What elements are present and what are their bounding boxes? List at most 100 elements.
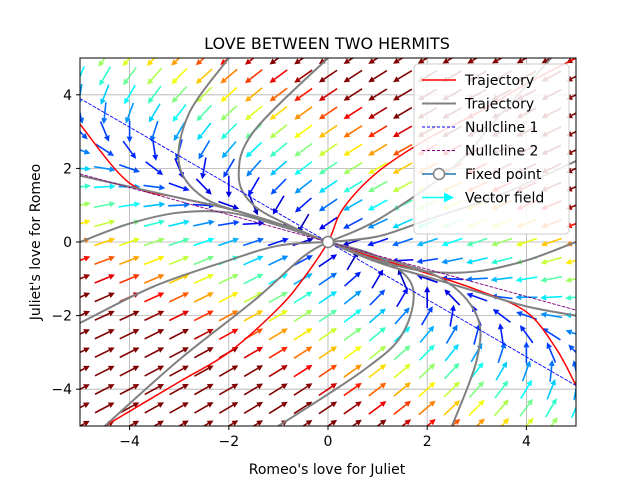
- vector-arrow: [397, 218, 413, 227]
- vector-arrowhead: [157, 274, 165, 280]
- vector-arrow: [497, 311, 511, 323]
- vector-arrowhead: [392, 168, 400, 174]
- vector-arrowhead: [206, 383, 214, 390]
- vector-arrow: [519, 403, 531, 417]
- vector-arrowhead: [157, 365, 165, 372]
- legend-marker: [432, 167, 446, 181]
- vector-arrowhead: [132, 402, 140, 408]
- vector-arrow: [202, 157, 207, 174]
- vector-arrow: [500, 328, 505, 345]
- vector-arrowhead: [429, 400, 436, 407]
- legend-label: Fixed point: [465, 167, 542, 183]
- vector-arrow: [343, 348, 358, 360]
- vector-arrowhead: [453, 418, 461, 425]
- vector-arrow: [224, 68, 238, 81]
- vector-arrowhead: [256, 365, 264, 371]
- vector-arrowhead: [103, 135, 110, 142]
- vector-arrow: [273, 124, 288, 136]
- vector-arrowhead: [232, 273, 239, 280]
- vector-arrow: [94, 404, 110, 414]
- vector-arrowhead: [428, 381, 436, 389]
- vector-arrow: [521, 58, 529, 62]
- vector-arrowhead: [130, 152, 137, 159]
- vector-arrow: [101, 58, 106, 63]
- vector-arrow: [348, 198, 363, 209]
- vector-arrow: [449, 310, 454, 327]
- vector-arrow: [397, 125, 413, 135]
- vector-arrowhead: [343, 58, 351, 65]
- vector-arrow: [293, 293, 308, 304]
- vector-arrow: [397, 70, 413, 80]
- vector-arrowhead: [551, 417, 558, 424]
- vector-arrowhead: [158, 237, 165, 244]
- vector-arrow: [293, 385, 308, 396]
- vector-arrowhead: [132, 347, 140, 353]
- vector-arrow: [94, 312, 110, 321]
- vector-arrow: [243, 312, 259, 322]
- vector-arrow: [343, 385, 358, 397]
- vector-arrowhead: [306, 255, 313, 261]
- vector-arrowhead: [244, 58, 252, 65]
- x-axis-label: Romeo's love for Juliet: [249, 462, 406, 478]
- vector-arrow: [169, 367, 184, 377]
- vector-arrow: [318, 367, 333, 378]
- vector-arrow: [102, 84, 110, 100]
- vector-arrow: [273, 69, 288, 81]
- vector-arrow: [268, 257, 284, 266]
- vector-arrowhead: [132, 365, 140, 372]
- vector-arrowhead: [330, 309, 338, 316]
- vector-arrowhead: [318, 150, 326, 157]
- vector-arrow: [570, 296, 576, 299]
- vector-arrowhead: [182, 255, 190, 262]
- vector-arrowhead: [478, 399, 485, 407]
- vector-arrow: [368, 311, 382, 324]
- vector-arrowhead: [182, 328, 189, 335]
- vector-arrow: [169, 331, 185, 340]
- vector-arrowhead: [305, 346, 313, 353]
- vector-arrowhead: [231, 402, 239, 408]
- vector-arrowhead: [108, 237, 116, 244]
- vector-arrow: [193, 221, 210, 227]
- vector-arrowhead: [330, 401, 338, 408]
- vector-arrow: [144, 349, 160, 359]
- vector-arrowhead: [125, 116, 131, 124]
- vector-arrow: [218, 385, 234, 396]
- vector-arrow: [521, 365, 529, 382]
- vector-arrow: [218, 367, 234, 377]
- vector-arrow: [401, 422, 407, 426]
- vector-arrow: [268, 330, 284, 341]
- vector-arrow: [218, 294, 234, 303]
- vector-arrowhead: [256, 401, 264, 408]
- vector-arrowhead: [171, 96, 179, 103]
- vector-arrow: [175, 67, 188, 81]
- vector-arrowhead: [195, 77, 203, 84]
- vector-arrowhead: [256, 273, 264, 280]
- vector-arrowhead: [540, 258, 548, 265]
- vector-arrowhead: [330, 419, 338, 426]
- vector-arrow: [274, 160, 288, 173]
- vector-arrow: [268, 312, 284, 322]
- vector-arrowhead: [126, 136, 133, 143]
- vector-arrowhead: [157, 383, 165, 390]
- vector-arrow: [99, 121, 108, 137]
- vector-arrowhead: [124, 97, 130, 105]
- vector-arrow: [94, 276, 110, 284]
- vector-arrow: [571, 167, 576, 172]
- vector-arrowhead: [200, 172, 207, 180]
- vector-arrow: [293, 312, 308, 323]
- vector-arrow: [243, 367, 259, 378]
- vector-arrowhead: [379, 327, 387, 334]
- axis-ticks: −4 −2 0 2 4 −4 −2 0 2 4: [51, 88, 531, 450]
- vector-arrow: [193, 367, 209, 377]
- vector-arrow: [80, 349, 85, 354]
- vector-arrow: [119, 257, 135, 266]
- vector-arrow: [299, 213, 310, 229]
- vector-arrowhead: [368, 168, 375, 174]
- vector-arrow: [175, 104, 187, 118]
- vector-arrowhead: [565, 276, 572, 283]
- vector-arrow: [344, 274, 358, 287]
- vector-arrow: [168, 276, 185, 284]
- vector-arrowhead: [182, 185, 190, 192]
- vector-arrowhead: [133, 237, 141, 244]
- series-line-gray: [237, 58, 329, 243]
